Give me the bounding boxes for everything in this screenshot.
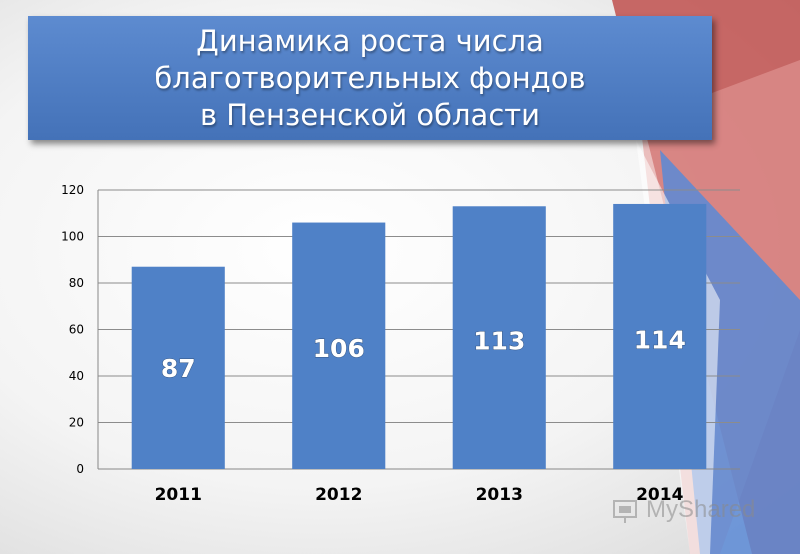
watermark-text: MyShared (646, 496, 756, 523)
y-tick-label: 120 (61, 183, 84, 197)
bars (131, 203, 707, 469)
presentation-icon (613, 500, 637, 523)
x-category-label: 2011 (155, 485, 202, 505)
title-banner: Динамика роста числа благотворительных ф… (28, 16, 712, 140)
data-label: 114 (634, 325, 686, 354)
data-label: 87 (161, 354, 196, 383)
bar (452, 206, 546, 469)
y-tick-label: 60 (69, 323, 84, 337)
x-axis-categories: 2011 2012 2013 2014 (155, 485, 684, 505)
data-labels: 87 106 113 114 (160, 325, 686, 384)
y-tick-label: 0 (76, 462, 84, 476)
y-tick-label: 40 (69, 369, 84, 383)
y-axis-ticks: 0 20 40 60 80 100 120 (61, 183, 84, 476)
watermark: MyShared (610, 492, 770, 528)
y-tick-label: 100 (61, 230, 84, 244)
bar (613, 203, 707, 469)
data-label: 113 (473, 326, 525, 355)
y-tick-label: 80 (69, 276, 84, 290)
y-tick-label: 20 (69, 416, 84, 430)
chart-title: Динамика роста числа благотворительных ф… (154, 23, 586, 132)
bar (292, 222, 386, 469)
x-category-label: 2013 (476, 485, 523, 505)
bar (131, 266, 225, 469)
data-label: 106 (313, 334, 365, 363)
x-category-label: 2014 (636, 485, 683, 505)
x-category-label: 2012 (315, 485, 362, 505)
